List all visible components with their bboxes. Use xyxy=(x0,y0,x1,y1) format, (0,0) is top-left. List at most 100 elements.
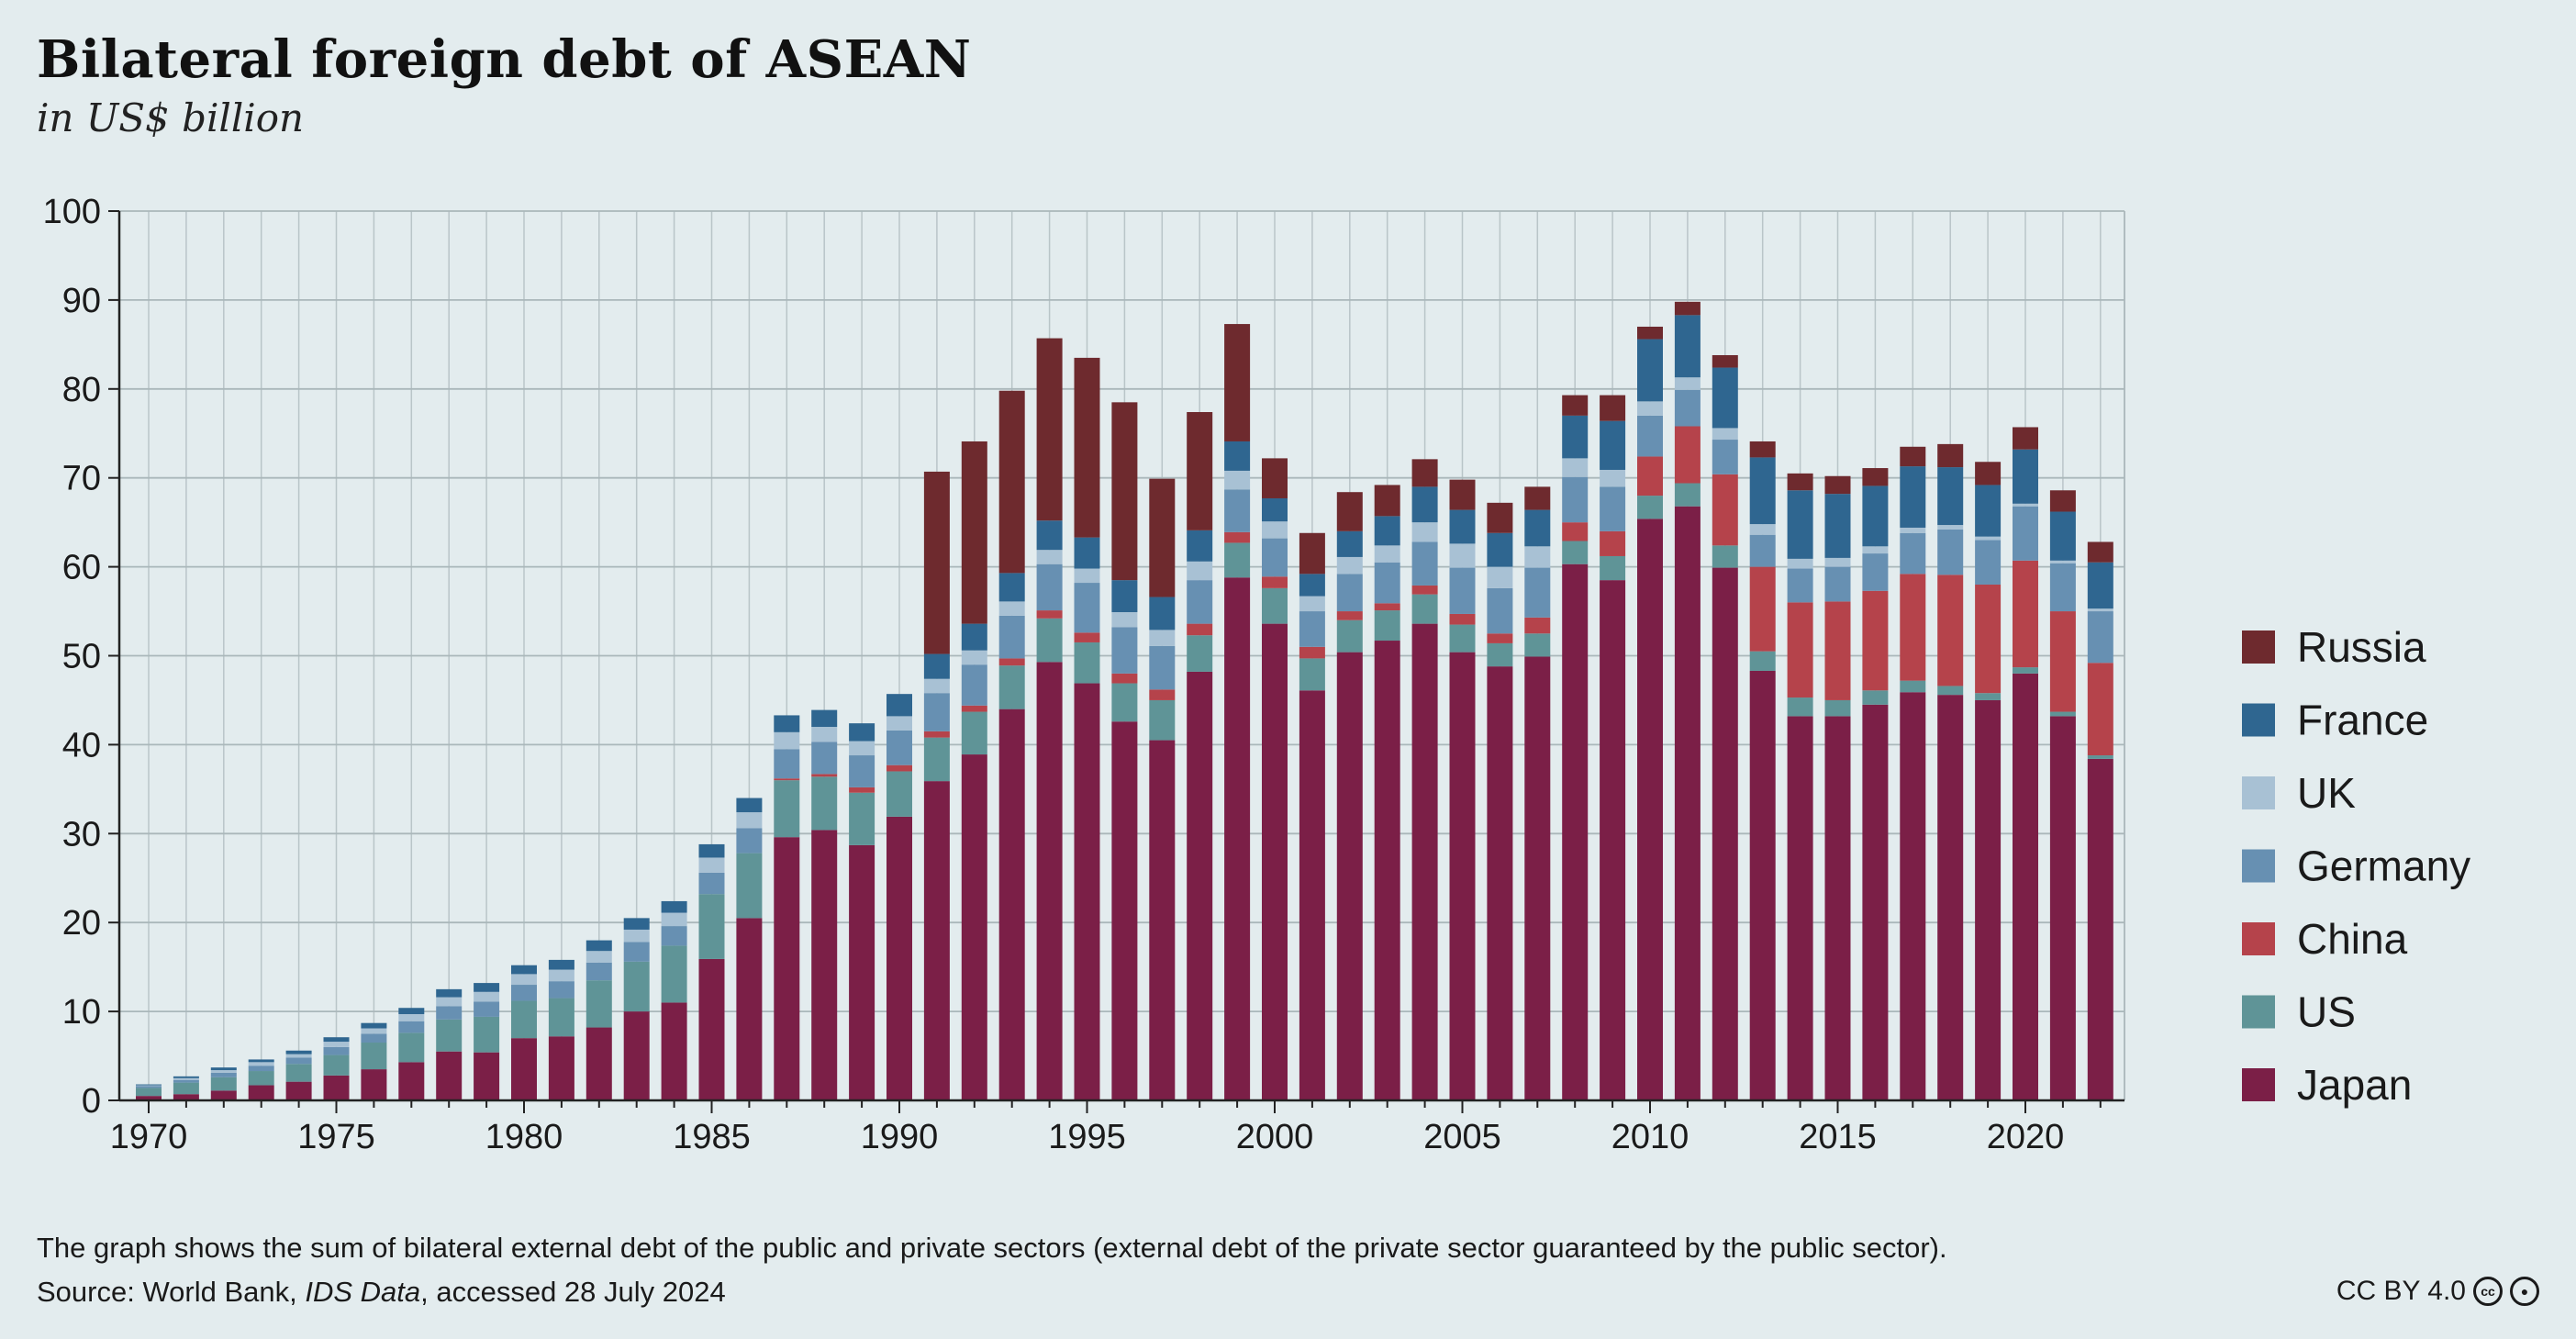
source-dataset: IDS Data xyxy=(305,1276,421,1308)
bar-segment-france-2001 xyxy=(1299,574,1325,597)
y-tick-label: 70 xyxy=(62,460,101,498)
bar-segment-china-2016 xyxy=(1862,590,1889,691)
bar-segment-germany-2009 xyxy=(1600,486,1626,531)
bar-segment-us-2003 xyxy=(1374,610,1400,642)
bar-segment-japan-1999 xyxy=(1224,577,1251,1100)
bar-segment-us-2014 xyxy=(1787,697,1813,717)
bar-segment-uk-2008 xyxy=(1562,458,1589,477)
bar-segment-germany-2018 xyxy=(1937,529,1964,575)
bar-segment-germany-1996 xyxy=(1111,627,1138,674)
bar-segment-japan-1997 xyxy=(1149,740,1176,1100)
bar-segment-china-1999 xyxy=(1224,531,1251,543)
bar-segment-china-2014 xyxy=(1787,602,1813,698)
bar-segment-france-1973 xyxy=(248,1059,274,1063)
bar-segment-japan-1985 xyxy=(698,958,725,1100)
legend-swatch-japan xyxy=(2242,1068,2275,1101)
bar-segment-uk-1972 xyxy=(210,1070,237,1073)
bar-segment-us-1993 xyxy=(998,665,1025,709)
bar-segment-china-2010 xyxy=(1637,456,1663,497)
x-tick-label: 1980 xyxy=(485,1118,563,1156)
bar-segment-france-1983 xyxy=(623,918,650,930)
bar-segment-russia-2002 xyxy=(1336,492,1363,531)
bar-segment-japan-1974 xyxy=(285,1081,312,1100)
bar-segment-china-2006 xyxy=(1487,633,1513,643)
source-line: Source: World Bank, IDS Data, accessed 2… xyxy=(37,1276,726,1309)
bar-segment-us-1977 xyxy=(398,1032,425,1063)
bar-segment-france-2002 xyxy=(1336,530,1363,557)
bar-segment-china-2005 xyxy=(1449,613,1476,625)
bar-segment-russia-2019 xyxy=(1975,462,2002,485)
bar-segment-russia-2008 xyxy=(1562,395,1589,416)
bar-segment-france-1984 xyxy=(661,900,687,913)
bar-segment-china-1997 xyxy=(1149,689,1176,700)
bar-segment-germany-1997 xyxy=(1149,645,1176,690)
bar-segment-us-2004 xyxy=(1411,594,1438,624)
bar-segment-us-2020 xyxy=(2013,667,2038,674)
bar-segment-france-2004 xyxy=(1411,486,1438,523)
bar-segment-us-1984 xyxy=(661,945,687,1003)
bar-segment-germany-1972 xyxy=(210,1072,237,1077)
bar-segment-uk-2014 xyxy=(1787,558,1813,569)
license-label: CC BY 4.0 xyxy=(2336,1276,2466,1306)
bar-segment-russia-2006 xyxy=(1487,502,1513,533)
bar-segment-us-1976 xyxy=(361,1043,387,1070)
bar-segment-uk-1994 xyxy=(1036,550,1063,564)
bar-segment-uk-2001 xyxy=(1299,596,1325,612)
bar-segment-france-1985 xyxy=(698,843,725,858)
bar-segment-germany-2007 xyxy=(1524,567,1551,618)
bar-segment-us-1985 xyxy=(698,894,725,959)
bar-segment-france-1970 xyxy=(136,1084,162,1086)
bar-segment-germany-1971 xyxy=(173,1079,199,1083)
bar-segment-japan-2002 xyxy=(1336,652,1363,1100)
bar-segment-france-1986 xyxy=(736,798,763,813)
bar-segment-russia-2009 xyxy=(1600,395,1626,421)
bar-segment-france-1990 xyxy=(887,694,912,717)
bar-segment-us-1995 xyxy=(1074,642,1100,684)
y-tick-label: 60 xyxy=(62,549,101,587)
source-prefix: Source: World Bank, xyxy=(37,1276,306,1308)
bar-segment-japan-1995 xyxy=(1074,683,1100,1100)
legend-label-uk: UK xyxy=(2297,769,2356,817)
y-tick-label: 40 xyxy=(62,726,101,764)
bar-segment-germany-1987 xyxy=(774,749,800,779)
bar-segment-china-2002 xyxy=(1336,611,1363,620)
bar-segment-japan-1992 xyxy=(961,754,987,1100)
bar-segment-france-2019 xyxy=(1975,485,2002,537)
bar-segment-uk-2019 xyxy=(1975,536,2002,541)
bar-segment-us-2000 xyxy=(1262,587,1288,624)
bar-segment-france-2005 xyxy=(1449,509,1476,544)
bar-segment-russia-1995 xyxy=(1074,357,1100,538)
bar-segment-uk-1979 xyxy=(474,991,500,1002)
bar-segment-us-1989 xyxy=(849,792,875,845)
bar-segment-germany-1973 xyxy=(248,1066,274,1072)
y-tick-label: 90 xyxy=(62,282,101,320)
bar-segment-germany-1986 xyxy=(736,828,763,854)
bar-segment-france-1977 xyxy=(398,1008,425,1015)
bar-segment-china-2001 xyxy=(1299,646,1325,659)
bar-segment-us-2005 xyxy=(1449,624,1476,653)
bar-segment-russia-2012 xyxy=(1712,354,1738,368)
bar-segment-uk-1981 xyxy=(548,969,574,982)
bar-segment-germany-1989 xyxy=(849,755,875,787)
legend-swatch-us xyxy=(2242,995,2275,1029)
legend-label-us: US xyxy=(2297,988,2356,1036)
x-tick-label: 1975 xyxy=(297,1118,375,1156)
bar-segment-japan-2007 xyxy=(1524,656,1551,1100)
bar-segment-japan-2009 xyxy=(1600,580,1626,1100)
bar-segment-us-1974 xyxy=(285,1064,312,1082)
bar-segment-japan-1990 xyxy=(887,816,912,1100)
bar-segment-japan-2006 xyxy=(1487,666,1513,1100)
bar-segment-uk-1978 xyxy=(436,997,463,1007)
y-tick-label: 100 xyxy=(43,193,101,231)
bar-segment-japan-2020 xyxy=(2013,673,2038,1100)
bar-segment-china-2022 xyxy=(2087,663,2113,756)
bar-segment-france-2009 xyxy=(1600,420,1626,470)
bar-segment-uk-1980 xyxy=(511,974,537,986)
bar-segment-china-1988 xyxy=(811,774,838,777)
bar-segment-france-2000 xyxy=(1262,497,1288,522)
bar-segment-uk-1974 xyxy=(285,1054,312,1058)
bar-segment-russia-2017 xyxy=(1900,446,1926,467)
bar-segment-japan-1977 xyxy=(398,1062,425,1100)
bar-segment-germany-1970 xyxy=(136,1086,162,1088)
bar-segment-us-1990 xyxy=(887,771,912,817)
